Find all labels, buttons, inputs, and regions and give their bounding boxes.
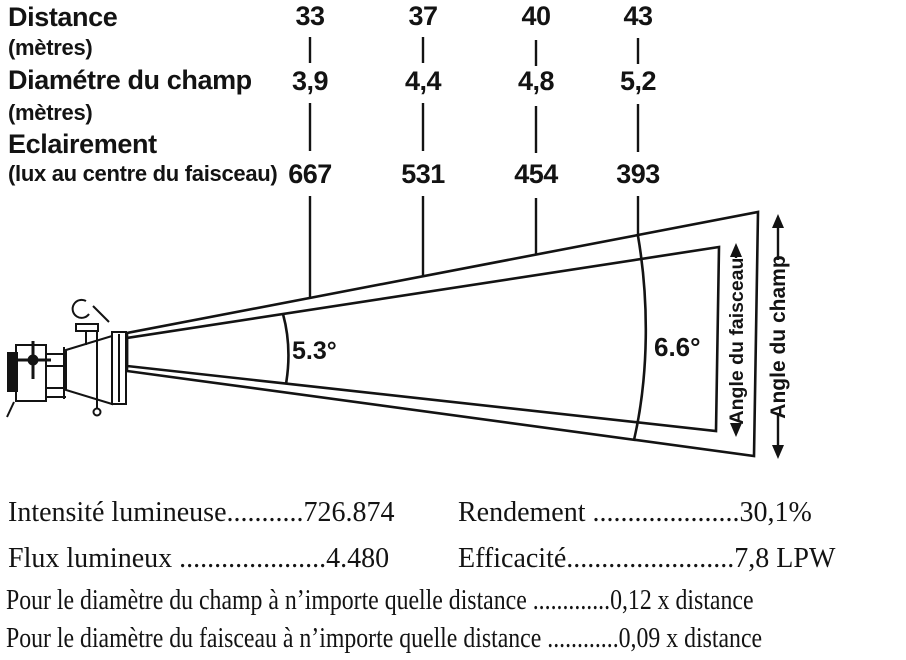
arrow-up-icon: [772, 214, 784, 228]
dot-leader: .....................: [179, 543, 327, 574]
stat-label: Rendement: [458, 497, 593, 528]
stat-value: 726.874: [303, 497, 395, 528]
row-unit-distance: (mètres): [8, 35, 93, 60]
label-mask: [764, 260, 792, 413]
field-diameter-value: 4,4: [404, 66, 442, 96]
stat-label: Pour le diamètre du champ à n’importe qu…: [6, 585, 527, 616]
field-diameter-value: 4,8: [517, 66, 555, 96]
field-diameter-value: 5,2: [619, 66, 657, 96]
illuminance-value: 393: [616, 159, 660, 189]
dot-leader: ........................: [566, 543, 735, 574]
dot-leader: ...........: [226, 497, 304, 528]
stat-label: Intensité lumineuse: [8, 497, 227, 528]
stat-field-diameter-formula: Pour le diamètre du champ à n’importe qu…: [6, 586, 754, 615]
row-unit-illuminance: (lux au centre du faisceau): [8, 161, 278, 186]
stat-value: 30,1%: [739, 497, 812, 528]
arrow-up-icon: [730, 243, 742, 257]
beam-angle-value: 5.3°: [292, 337, 337, 365]
distance-value: 43: [623, 1, 653, 31]
stat-value: 4.480: [326, 543, 390, 574]
row-label-illuminance: Eclairement: [8, 129, 157, 159]
dot-leader: .....................: [592, 497, 740, 528]
stat-value: 7,8 LPW: [734, 543, 836, 574]
stat-beam-diameter-formula: Pour le diamètre du faisceau à n’importe…: [6, 624, 762, 653]
stat-label: Efficacité: [458, 543, 567, 574]
distance-value: 40: [521, 1, 551, 31]
stat-label: Flux lumineux: [8, 543, 180, 574]
field-diameter-value: 3,9: [291, 66, 329, 96]
stat-efficiency: Rendement .....................30,1%: [458, 498, 812, 527]
field-angle-arc: [632, 235, 648, 441]
illuminance-value: 531: [401, 159, 445, 189]
row-unit-field-diameter: (mètres): [8, 100, 93, 125]
arrow-down-icon: [772, 445, 784, 459]
illuminance-value: 454: [514, 159, 558, 189]
illuminance-value: 667: [288, 159, 332, 189]
row-label-field-diameter: Diamétre du champ: [8, 65, 252, 95]
stat-luminous-flux: Flux lumineux .....................4.480: [8, 544, 389, 573]
distance-value: 33: [295, 1, 325, 31]
stat-value: 0,12 x distance: [610, 585, 754, 616]
spotlight-fixture-icon: [6, 298, 127, 418]
label-mask: [723, 258, 750, 423]
beam-angle-axis-label: Angle du faisceau: [726, 258, 748, 425]
stat-value: 0,09 x distance: [618, 623, 763, 654]
field-angle-value: 6.6°: [654, 332, 701, 362]
stat-label: Pour le diamètre du faisceau à n’importe…: [6, 623, 542, 654]
stat-efficacy: Efficacité........................7,8 LP…: [458, 544, 835, 573]
beam-angle-arc: [281, 313, 290, 385]
angle-extent-arrows: Angle du faisceau Angle du champ: [723, 214, 792, 459]
dot-leader: ............: [541, 623, 619, 654]
arrow-down-icon: [730, 423, 742, 437]
column-tick-lines: [308, 37, 640, 297]
stat-luminous-intensity: Intensité lumineuse...........726.874: [8, 498, 395, 527]
dot-leader: .............: [526, 585, 611, 616]
distance-value: 37: [408, 1, 438, 31]
field-angle-axis-label: Angle du champ: [767, 255, 790, 418]
row-label-distance: Distance: [8, 2, 118, 32]
